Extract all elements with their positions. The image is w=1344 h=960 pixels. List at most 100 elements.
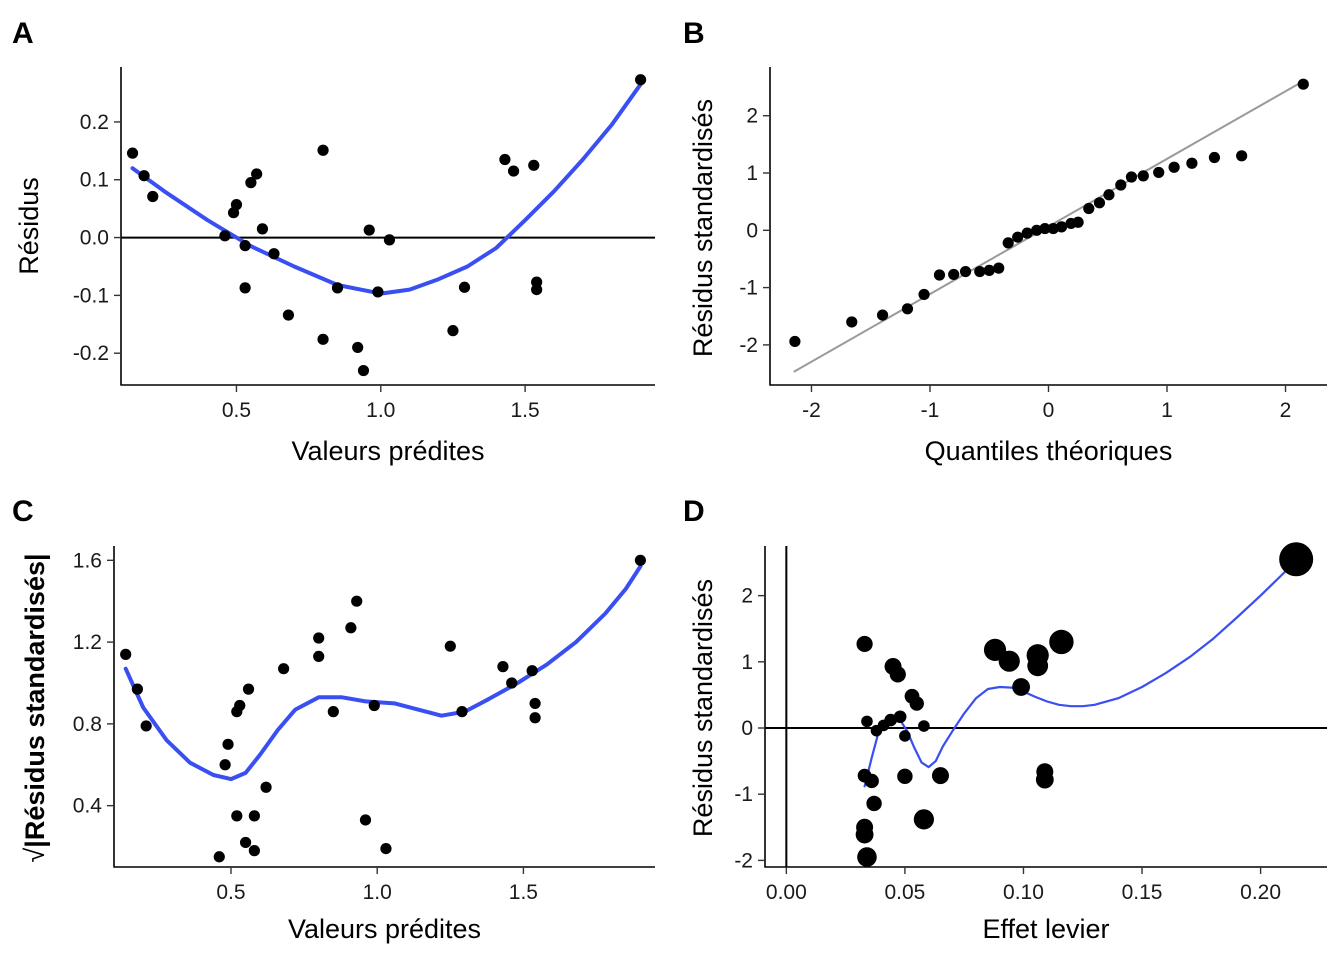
plot-area bbox=[121, 82, 655, 296]
data-point bbox=[1049, 629, 1074, 655]
panel-c: C 0.5 1.0 1.5 0.4 0.8 1.2 1.6 Valeurs prédites √|… bbox=[12, 495, 655, 944]
data-point bbox=[789, 335, 801, 348]
smooth-curve bbox=[863, 560, 1298, 788]
panel-a: A 0.5 1.0 1.5 -0.2 -0.1 0.0 0.1 0.2 Valeurs prédi… bbox=[12, 17, 655, 466]
data-point bbox=[268, 248, 280, 260]
data-point bbox=[147, 190, 159, 203]
x-tick-label: 0.5 bbox=[216, 881, 245, 904]
data-point bbox=[242, 683, 255, 695]
data-point bbox=[884, 713, 897, 727]
data-point bbox=[918, 720, 930, 732]
x-axis-title: Valeurs prédites bbox=[288, 914, 481, 944]
y-tick-label: 1.2 bbox=[73, 631, 102, 654]
data-point bbox=[901, 303, 914, 315]
data-point bbox=[529, 712, 541, 724]
y-tick-label: -2 bbox=[734, 849, 753, 872]
data-point bbox=[893, 710, 907, 724]
data-point bbox=[251, 168, 263, 180]
data-point bbox=[1297, 78, 1309, 90]
data-point bbox=[913, 809, 934, 830]
data-point bbox=[1236, 150, 1248, 162]
smooth-curve bbox=[123, 564, 643, 782]
data-point bbox=[497, 661, 509, 673]
data-point bbox=[357, 364, 370, 377]
data-point bbox=[327, 706, 339, 718]
y-tick-label: 0.8 bbox=[73, 713, 102, 736]
data-point bbox=[909, 696, 924, 711]
data-point bbox=[1039, 222, 1051, 235]
panel-d: D 0.00 0.05 0.10 0.15 0.20 -2 -1 0 1 2 Effet levier… bbox=[683, 495, 1327, 944]
data-point bbox=[1093, 197, 1106, 209]
data-point bbox=[368, 699, 380, 712]
data-point bbox=[352, 341, 364, 354]
data-point bbox=[1021, 227, 1033, 239]
data-point bbox=[219, 759, 231, 771]
data-point bbox=[993, 262, 1005, 274]
panel-label: D bbox=[683, 495, 705, 528]
data-point bbox=[855, 825, 874, 844]
y-tick-label: 0.4 bbox=[73, 795, 103, 818]
data-point bbox=[359, 814, 372, 826]
data-point bbox=[974, 265, 986, 278]
data-point bbox=[846, 316, 858, 328]
x-axis-title: Effet levier bbox=[982, 914, 1109, 944]
x-tick-label: 0.5 bbox=[222, 399, 251, 422]
data-point bbox=[248, 810, 260, 822]
data-point bbox=[317, 333, 329, 345]
y-tick-label: -2 bbox=[739, 334, 758, 357]
data-point bbox=[278, 663, 290, 675]
data-point bbox=[256, 223, 269, 235]
y-tick-label: 1 bbox=[741, 651, 753, 674]
x-tick-label: 0 bbox=[1043, 399, 1055, 422]
data-point bbox=[634, 554, 646, 566]
plot-area bbox=[123, 564, 643, 782]
data-point bbox=[331, 282, 344, 294]
data-point bbox=[1083, 202, 1095, 215]
y-tick-label: 0.1 bbox=[80, 169, 109, 192]
data-point bbox=[345, 622, 357, 634]
x-tick-label: 0.20 bbox=[1240, 881, 1281, 904]
data-point bbox=[231, 810, 243, 822]
data-point bbox=[499, 153, 511, 166]
data-point bbox=[864, 773, 879, 789]
data-point bbox=[1153, 166, 1165, 179]
y-axis-title: Résidus standardisés bbox=[688, 99, 718, 357]
data-point bbox=[444, 640, 456, 652]
data-point bbox=[507, 165, 520, 177]
data-point bbox=[1031, 224, 1043, 236]
data-point bbox=[138, 170, 150, 182]
data-point bbox=[219, 230, 231, 242]
x-tick-label: -1 bbox=[921, 399, 940, 422]
data-point bbox=[1072, 216, 1084, 228]
data-point bbox=[380, 842, 392, 855]
data-point bbox=[889, 666, 906, 683]
y-tick-label: 2 bbox=[741, 585, 753, 608]
panel-label: C bbox=[12, 495, 34, 528]
data-point bbox=[1035, 770, 1054, 789]
data-point bbox=[248, 845, 260, 857]
data-point bbox=[447, 325, 459, 337]
data-point bbox=[918, 288, 930, 301]
x-tick-label: 0.00 bbox=[766, 881, 807, 904]
data-point bbox=[529, 697, 541, 710]
y-tick-label: 2 bbox=[746, 105, 758, 128]
data-point bbox=[317, 144, 329, 156]
y-tick-label: -0.1 bbox=[73, 284, 109, 307]
data-point bbox=[351, 595, 363, 607]
data-point bbox=[1208, 151, 1221, 164]
y-tick-label: 0.2 bbox=[80, 111, 109, 134]
data-point bbox=[1115, 179, 1127, 191]
data-point bbox=[1047, 222, 1059, 235]
data-point bbox=[1125, 171, 1138, 183]
data-point bbox=[260, 781, 272, 793]
x-tick-label: 1.5 bbox=[509, 881, 538, 904]
panel-b: B -2 -1 0 1 2 -2 -1 0 1 2 Quantiles théoriques Résid… bbox=[683, 17, 1327, 466]
x-tick-label: 1 bbox=[1161, 399, 1173, 422]
y-tick-label: -1 bbox=[739, 277, 758, 300]
x-tick-label: -2 bbox=[802, 399, 821, 422]
data-point bbox=[239, 836, 252, 849]
panel-label: B bbox=[683, 17, 705, 50]
data-point bbox=[372, 286, 384, 298]
data-point bbox=[861, 715, 873, 728]
